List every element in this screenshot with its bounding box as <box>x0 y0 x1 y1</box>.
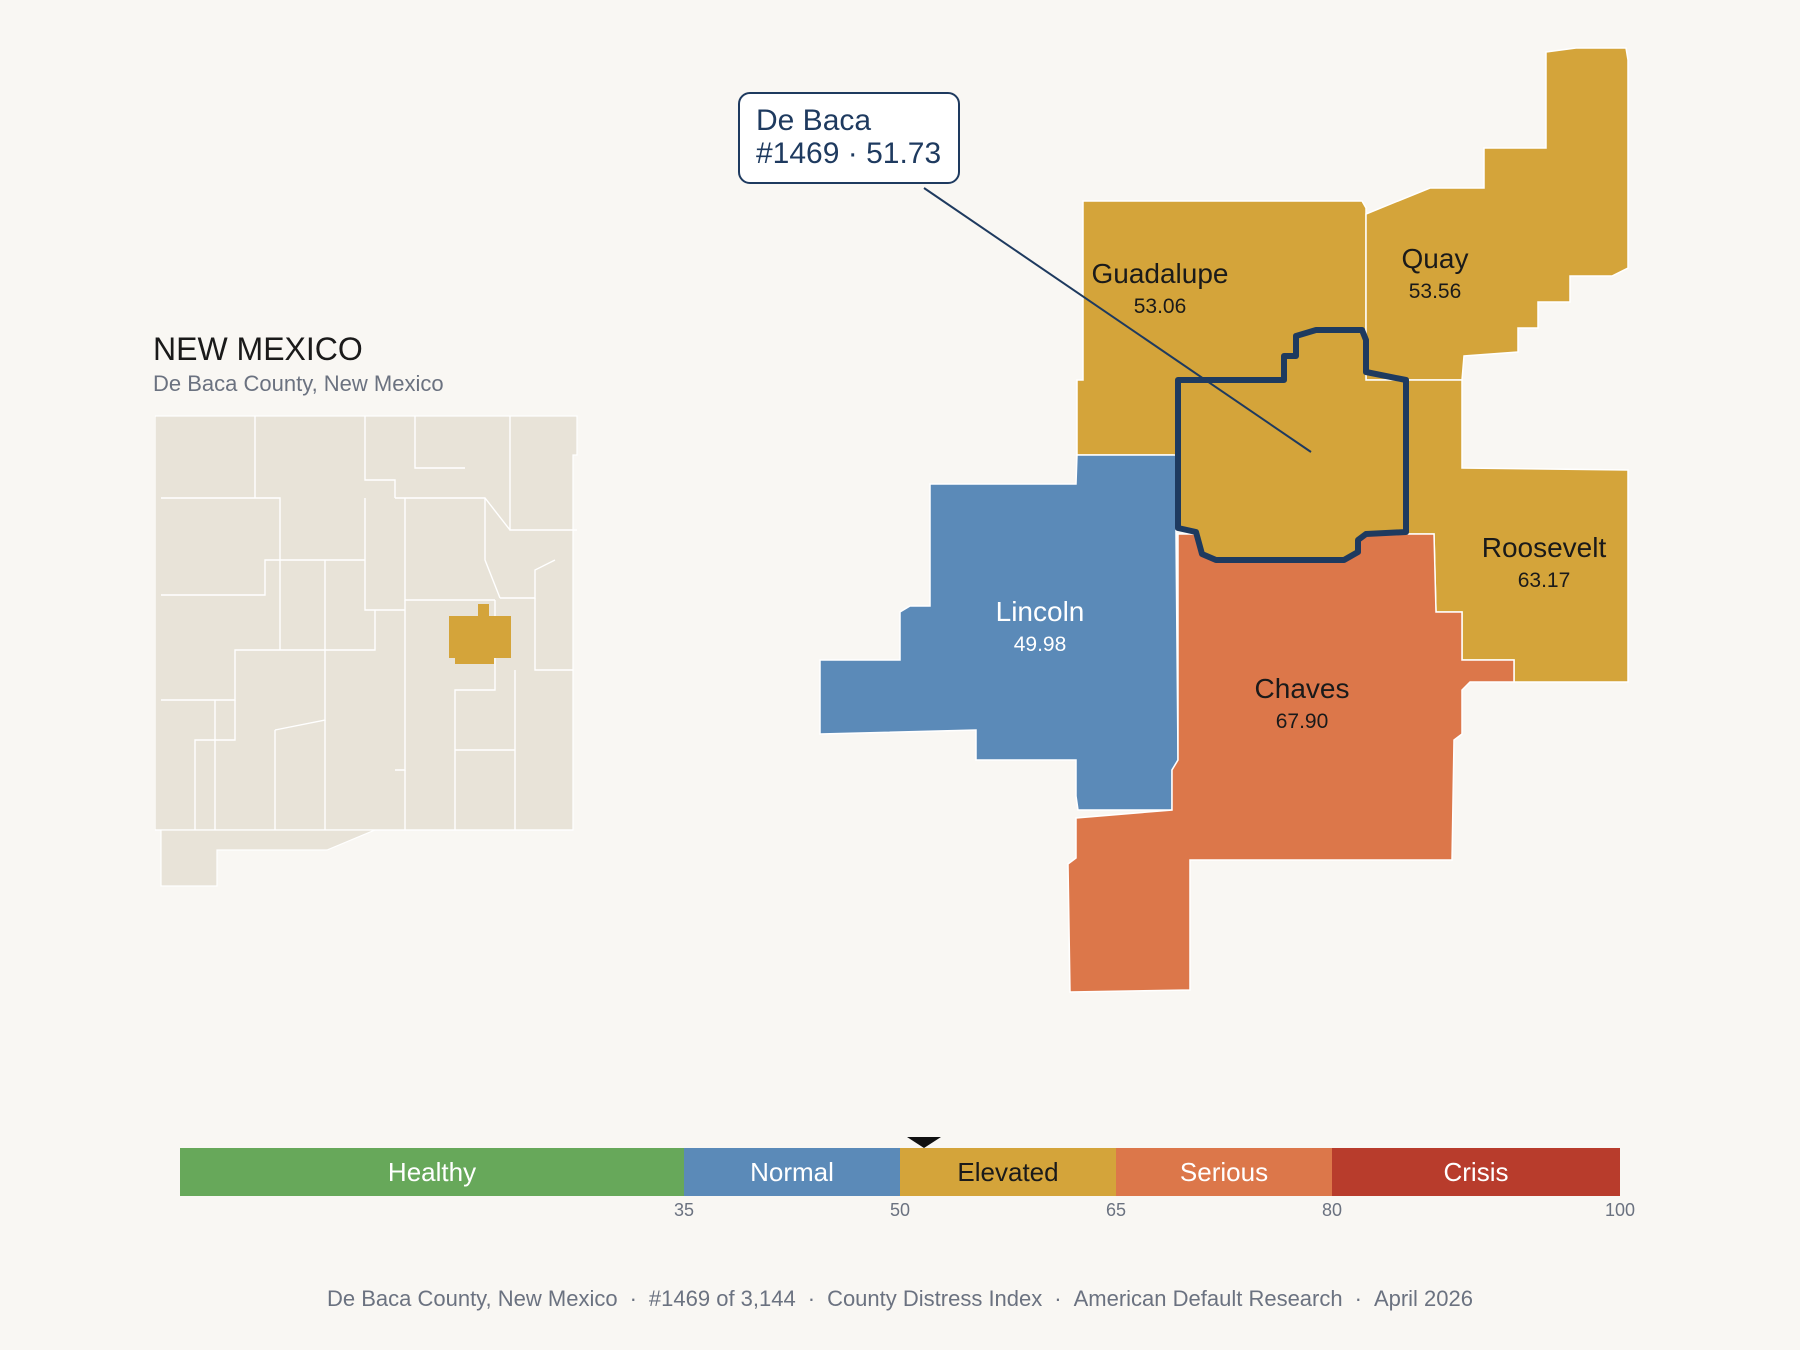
legend-tick: 80 <box>1321 1200 1343 1220</box>
footer-county: De Baca County, New Mexico <box>326 1286 618 1311</box>
inset-debaca-highlight <box>449 604 511 664</box>
legend-label-serious: Serious <box>1179 1156 1269 1187</box>
legend-marker-icon <box>907 1137 941 1148</box>
legend-tick: 100 <box>1604 1200 1636 1220</box>
legend-tick: 35 <box>673 1200 695 1220</box>
legend-label-elevated: Elevated <box>957 1156 1059 1187</box>
footer-source: American Default Research <box>1073 1286 1343 1311</box>
legend-segment-crisis: Crisis <box>1332 1148 1620 1196</box>
state-subtitle: De Baca County, New Mexico <box>153 371 444 396</box>
county-label-chaves: Chaves <box>1255 673 1350 704</box>
county-label-guadalupe: Guadalupe <box>1091 258 1228 289</box>
footer-separator: · <box>629 1286 637 1311</box>
county-label-lincoln: Lincoln <box>996 596 1085 627</box>
county-callout: De Baca #1469 · 51.73 <box>738 92 960 184</box>
footer-separator: · <box>807 1286 816 1311</box>
legend-tick: 50 <box>889 1200 911 1220</box>
legend-tick: 65 <box>1105 1200 1127 1220</box>
state-title: NEW MEXICO <box>153 331 363 367</box>
legend-segment-healthy: Healthy <box>180 1148 684 1196</box>
legend-label-healthy: Healthy <box>387 1156 477 1187</box>
legend-label-crisis: Crisis <box>1443 1156 1509 1187</box>
legend-segment-elevated: Elevated <box>900 1148 1116 1196</box>
debaca-outline <box>1175 327 1409 563</box>
county-quay[interactable] <box>1365 47 1629 381</box>
county-label-roosevelt: Roosevelt <box>1482 532 1607 563</box>
footer-rank: #1469 of 3,144 <box>648 1286 796 1311</box>
county-chaves[interactable] <box>1067 533 1515 993</box>
county-value-guadalupe: 53.06 <box>1134 295 1187 318</box>
legend-label-normal: Normal <box>750 1156 834 1187</box>
callout-rank-score: #1469 · 51.73 <box>756 137 942 170</box>
footer: De Baca County, New Mexico · #1469 of 3,14… <box>0 1286 1800 1312</box>
footer-date: April 2026 <box>1373 1286 1474 1311</box>
legend-segment-normal: Normal <box>684 1148 900 1196</box>
county-value-lincoln: 49.98 <box>1014 633 1067 656</box>
county-lincoln[interactable] <box>819 454 1179 811</box>
callout-county-name: De Baca <box>756 104 872 137</box>
footer-separator: · <box>1054 1286 1062 1311</box>
inset-state-outline <box>155 415 578 831</box>
distress-legend: Healthy Normal Elevated Serious Crisis <box>180 1148 1620 1196</box>
callout-leader-line <box>923 187 1312 453</box>
inset-county-borders <box>161 416 577 830</box>
footer-index-name: County Distress Index <box>827 1286 1043 1311</box>
state-inset-map <box>155 415 578 887</box>
county-label-quay: Quay <box>1402 243 1469 274</box>
county-value-chaves: 67.90 <box>1276 710 1329 733</box>
county-value-quay: 53.56 <box>1409 280 1462 303</box>
footer-separator: · <box>1354 1286 1362 1311</box>
county-value-roosevelt: 63.17 <box>1518 569 1571 592</box>
inset-state-bottom <box>155 829 573 887</box>
regional-county-map: Guadalupe 53.06 Quay 53.56 Roosevelt 63.… <box>819 47 1629 993</box>
legend-segment-serious: Serious <box>1116 1148 1332 1196</box>
